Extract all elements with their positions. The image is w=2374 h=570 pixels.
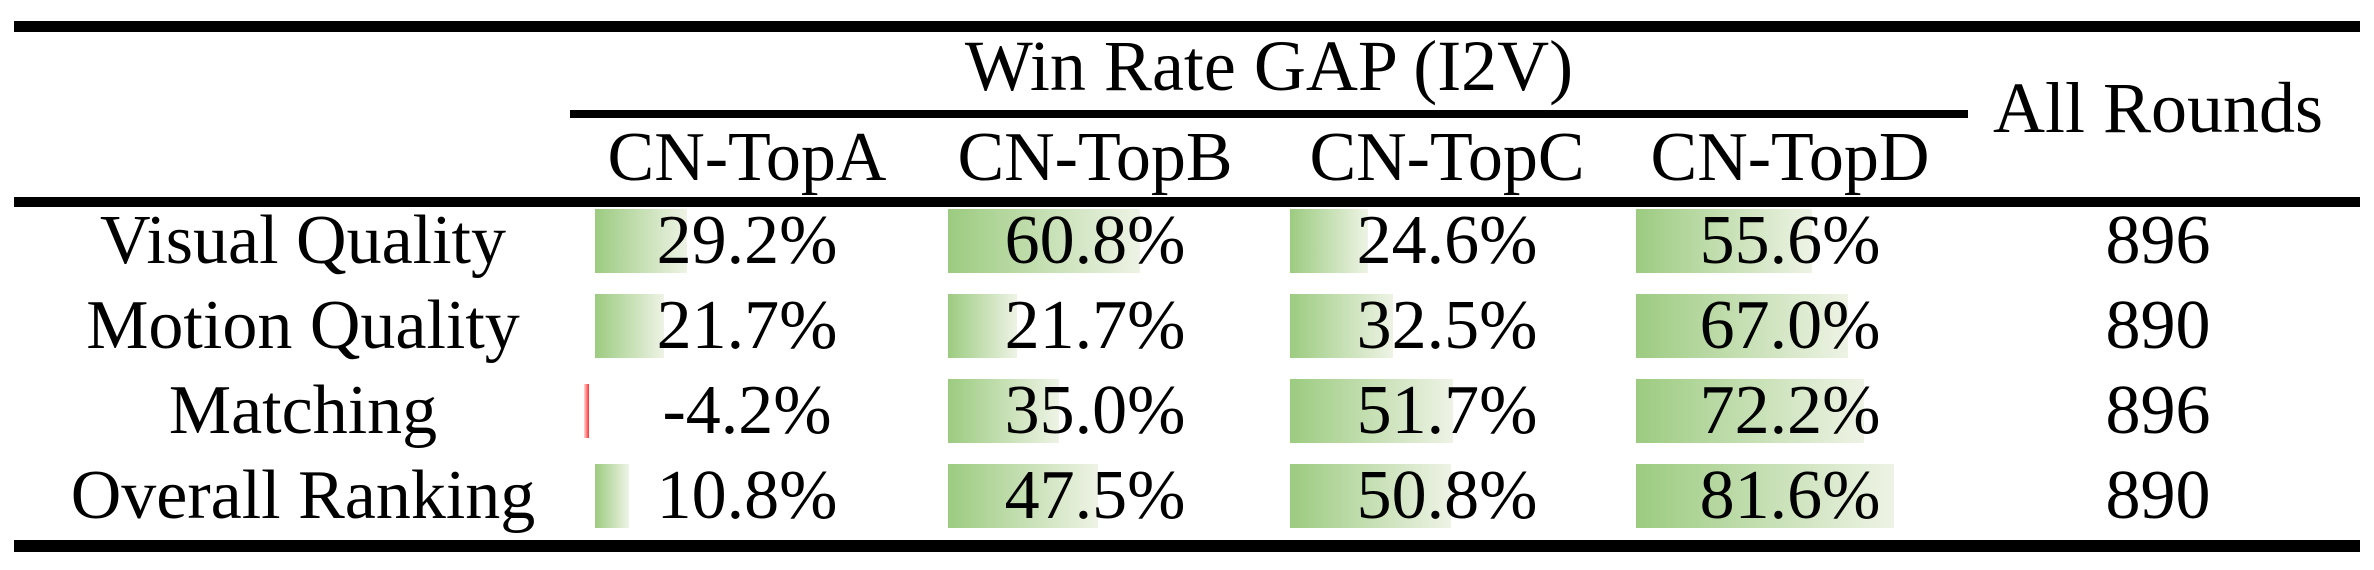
- all-rounds-value: 896: [2105, 202, 2211, 279]
- win-rate-value: 50.8%: [1356, 457, 1538, 534]
- top-rule: [14, 21, 2360, 32]
- win-rate-bar: [948, 464, 1098, 528]
- win-rate-value: 55.6%: [1699, 202, 1881, 279]
- win-rate-value: 32.5%: [1356, 287, 1538, 364]
- bottom-rule: [14, 540, 2360, 552]
- all-rounds-value: 890: [2105, 287, 2211, 364]
- column-header-all-rounds: All Rounds: [1992, 68, 2324, 148]
- win-rate-value: 21.7%: [656, 287, 838, 364]
- row-label: Overall Ranking: [70, 457, 536, 534]
- column-header-cn-topb: CN-TopB: [957, 119, 1233, 196]
- win-rate-bar: [948, 294, 1017, 358]
- group-span-rule: [570, 110, 1968, 118]
- row-label: Motion Quality: [86, 287, 520, 364]
- group-header: Win Rate GAP (I2V): [964, 26, 1574, 106]
- negative-win-rate-bar: [584, 384, 589, 438]
- win-rate-bar: [595, 464, 629, 528]
- win-rate-bar: [948, 209, 1140, 273]
- win-rate-bar: [1290, 294, 1393, 358]
- win-rate-bar: [1636, 379, 1864, 443]
- win-rate-value: 24.6%: [1356, 202, 1538, 279]
- win-rate-value: 35.0%: [1004, 372, 1186, 449]
- win-rate-value: 10.8%: [656, 457, 838, 534]
- win-rate-bar: [595, 209, 687, 273]
- win-rate-value: 47.5%: [1004, 457, 1186, 534]
- win-rate-value: 60.8%: [1004, 202, 1186, 279]
- win-rate-bar: [1290, 379, 1453, 443]
- column-header-cn-topa: CN-TopA: [607, 119, 887, 196]
- win-rate-bar: [1290, 464, 1451, 528]
- all-rounds-value: 896: [2105, 372, 2211, 449]
- win-rate-value: 21.7%: [1004, 287, 1186, 364]
- column-header-cn-topc: CN-TopC: [1309, 119, 1585, 196]
- row-label: Visual Quality: [99, 202, 507, 279]
- row-label: Matching: [168, 372, 438, 449]
- win-rate-value: 67.0%: [1699, 287, 1881, 364]
- win-rate-bar: [1636, 209, 1812, 273]
- win-rate-bar: [1290, 209, 1368, 273]
- header-rule: [14, 197, 2360, 207]
- win-rate-value: 29.2%: [656, 202, 838, 279]
- win-rate-bar: [1636, 464, 1894, 528]
- win-rate-value: 81.6%: [1699, 457, 1881, 534]
- win-rate-value: 51.7%: [1356, 372, 1538, 449]
- win-rate-bar: [948, 379, 1059, 443]
- column-header-cn-topd: CN-TopD: [1650, 119, 1930, 196]
- win-rate-value: 72.2%: [1699, 372, 1881, 449]
- win-rate-bar: [1636, 294, 1848, 358]
- all-rounds-value: 890: [2105, 457, 2211, 534]
- win-rate-bar: [595, 294, 664, 358]
- win-rate-value: -4.2%: [662, 372, 832, 449]
